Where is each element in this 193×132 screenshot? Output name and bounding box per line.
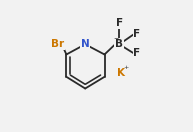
Text: N: N <box>81 39 90 49</box>
Text: F: F <box>134 29 141 39</box>
Text: B: B <box>115 39 123 49</box>
Text: F: F <box>116 18 123 28</box>
Text: F: F <box>134 48 141 58</box>
Text: K: K <box>117 68 125 78</box>
Text: +: + <box>124 65 129 70</box>
Text: Br: Br <box>51 39 64 49</box>
Text: −: − <box>113 36 119 41</box>
